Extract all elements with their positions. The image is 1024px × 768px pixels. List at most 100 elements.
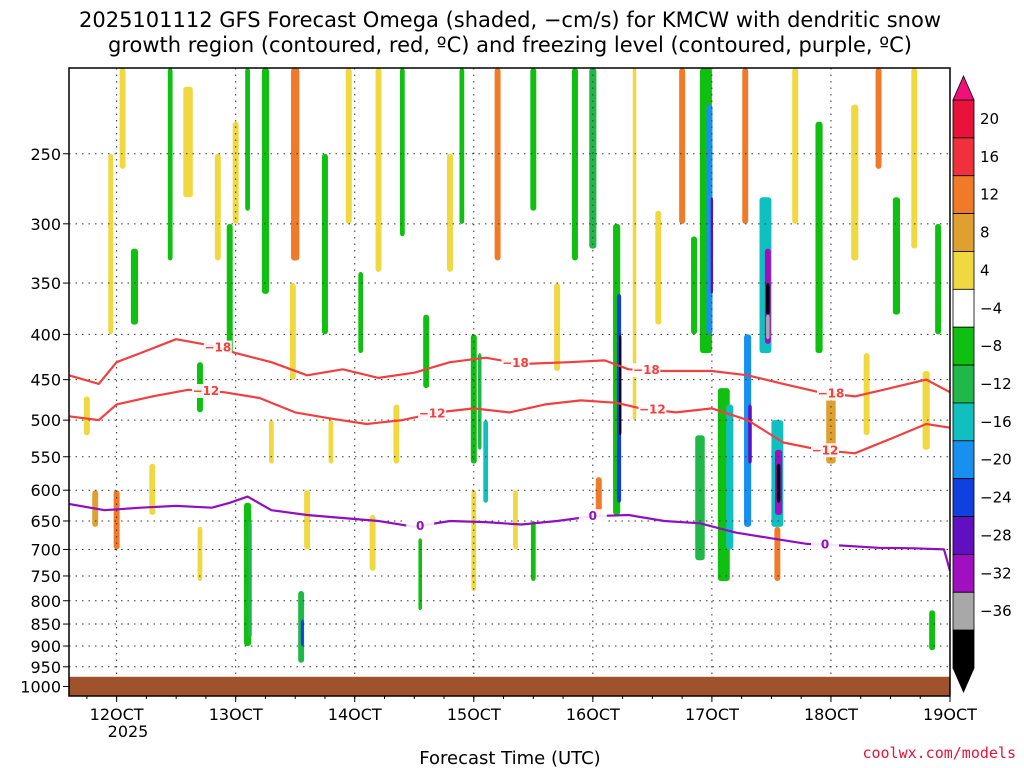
omega-cell-42 <box>530 68 537 211</box>
colorbar-label-10: −24 <box>980 489 1012 507</box>
omega-cell-44 <box>554 283 561 372</box>
colorbar-label-12: −32 <box>980 564 1012 582</box>
omega-cell-60 <box>726 404 734 550</box>
colorbar-segment-3 <box>952 213 975 252</box>
y-tick-label-250: 250 <box>30 145 61 164</box>
x-axis: 12OCT 13OCT 14OCT 15OCT 16OCT 17OCT 18OCT 19OCT <box>86 696 977 724</box>
colorbar-segment-14 <box>952 629 975 669</box>
omega-cell-8 <box>183 86 193 198</box>
contour-label-m18-2: −18 <box>633 363 660 377</box>
y-tick-label-750: 750 <box>30 567 61 586</box>
contour-label-bg-m12-3 <box>810 443 839 458</box>
omega-shading-layer <box>83 68 942 663</box>
chart-title-line1: 2025101112 GFS Forecast Omega (shaded, −… <box>79 8 941 32</box>
year-label: 2025 <box>108 722 149 741</box>
colorbar: 20 16 12 8 4 −4 −8 −12 −16 −20 −24 −28 −32 −36 <box>952 75 1012 693</box>
omega-cell-27 <box>358 271 364 354</box>
colorbar-label-4: 4 <box>980 261 990 279</box>
omega-cell-14 <box>245 68 250 211</box>
omega-cell-32 <box>418 538 422 611</box>
colorbar-label-11: −28 <box>980 526 1012 544</box>
x-tick-label-0: 12OCT <box>90 705 144 724</box>
omega-cell-22 <box>300 619 304 647</box>
grid-layer <box>69 68 950 696</box>
colorbar-label-7: −12 <box>980 375 1012 393</box>
y-tick-label-950: 950 <box>30 658 61 677</box>
colorbar-segment-9 <box>952 440 975 480</box>
contour-label-m12-2: −12 <box>639 403 666 417</box>
y-tick-label-700: 700 <box>30 540 61 559</box>
omega-cell-75 <box>851 104 859 261</box>
omega-cell-2 <box>108 153 114 335</box>
y-tick-label-800: 800 <box>30 592 61 611</box>
contour-layer: −18 −18 −18 −18 −12 −12 −12 −12 0 0 0 <box>69 338 950 572</box>
contour-label-m18-0: −18 <box>204 341 231 355</box>
omega-cell-61 <box>742 68 749 224</box>
colorbar-label-8: −16 <box>980 413 1012 431</box>
y-tick-label-300: 300 <box>30 215 61 234</box>
credit-text: coolwx.com/models <box>862 744 1016 762</box>
omega-cell-62 <box>744 334 752 527</box>
colorbar-top-arrow <box>952 75 975 101</box>
omega-cell-54 <box>691 236 698 335</box>
colorbar-label-13: −36 <box>980 602 1012 620</box>
y-tick-label-450: 450 <box>30 371 61 390</box>
x-tick-label-3: 15OCT <box>447 705 501 724</box>
omega-cell-16 <box>248 520 252 638</box>
x-tick-label-4: 16OCT <box>566 705 620 724</box>
omega-cell-3 <box>113 490 120 550</box>
omega-cell-40 <box>494 68 501 261</box>
omega-cell-58 <box>695 435 705 561</box>
y-axis: 250 300 350 400 450 500 550 600 650 700 750 800 850 9… <box>20 145 69 697</box>
omega-cell-52 <box>655 210 662 325</box>
omega-cell-41 <box>513 490 518 550</box>
omega-cell-71 <box>774 526 781 582</box>
omega-cell-20 <box>289 283 296 380</box>
y-tick-label-600: 600 <box>30 481 61 500</box>
contour-label-m12-3: −12 <box>812 443 839 457</box>
contour-label-bg-zero-2 <box>810 537 839 552</box>
omega-cell-12 <box>226 223 233 354</box>
colorbar-segment-1 <box>952 137 975 177</box>
contour-label-zero-2: 0 <box>821 538 829 552</box>
x-tick-label-1: 13OCT <box>209 705 263 724</box>
colorbar-label-0: 20 <box>980 110 999 128</box>
x-tick-label-6: 18OCT <box>804 705 858 724</box>
x-tick-label-2: 14OCT <box>328 705 382 724</box>
contour-label-zero-1: 0 <box>589 509 597 523</box>
colorbar-label-5: −4 <box>980 299 1002 317</box>
contour-m18 <box>69 338 950 398</box>
colorbar-segment-12 <box>952 554 975 593</box>
omega-cell-34 <box>446 153 453 272</box>
omega-cell-29 <box>375 68 382 272</box>
y-tick-label-350: 350 <box>30 274 61 293</box>
y-tick-label-400: 400 <box>30 325 61 344</box>
colorbar-segment-6 <box>952 326 975 366</box>
omega-cell-30 <box>393 404 400 464</box>
omega-cell-28 <box>369 515 376 571</box>
contour-label-bg-m18-2 <box>632 363 661 378</box>
omega-cell-38 <box>483 420 489 503</box>
contour-label-m18-1: −18 <box>502 356 529 370</box>
contour-label-bg-m12-2 <box>638 402 667 417</box>
omega-cell-50 <box>619 334 622 436</box>
colorbar-segment-8 <box>952 402 975 442</box>
omega-cell-33 <box>423 314 430 389</box>
omega-cell-70 <box>776 463 781 503</box>
omega-cell-0 <box>83 396 90 436</box>
omega-cell-25 <box>328 420 334 464</box>
omega-cell-80 <box>922 371 930 450</box>
y-tick-label-1000: 1000 <box>20 678 61 697</box>
y-tick-label-550: 550 <box>30 448 61 467</box>
ground-surface <box>69 676 950 696</box>
y-tick-label-900: 900 <box>30 637 61 656</box>
y-tick-label-850: 850 <box>30 615 61 634</box>
omega-cell-26 <box>345 68 352 224</box>
contour-label-bg-zero-0 <box>406 518 435 533</box>
omega-cell-57 <box>710 197 714 294</box>
colorbar-label-3: 8 <box>980 224 990 242</box>
omega-cell-35 <box>459 68 465 224</box>
contour-label-zero-0: 0 <box>416 519 424 533</box>
omega-cell-4 <box>119 68 126 169</box>
